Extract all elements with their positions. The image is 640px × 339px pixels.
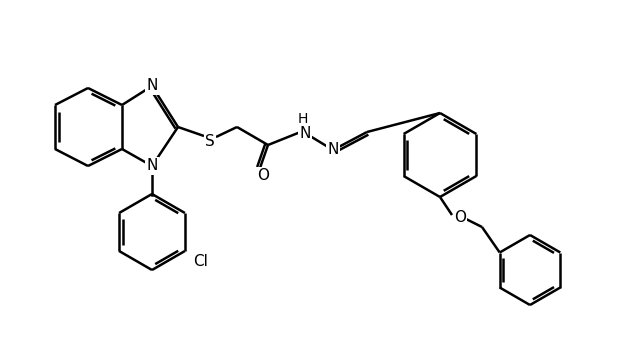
Text: S: S (205, 134, 215, 148)
Text: Cl: Cl (193, 254, 208, 268)
Text: N: N (327, 142, 339, 158)
Text: H: H (298, 112, 308, 126)
Text: N: N (147, 159, 157, 174)
Text: O: O (454, 211, 466, 225)
Text: N: N (147, 79, 157, 94)
Text: O: O (257, 168, 269, 183)
Text: N: N (300, 125, 310, 140)
